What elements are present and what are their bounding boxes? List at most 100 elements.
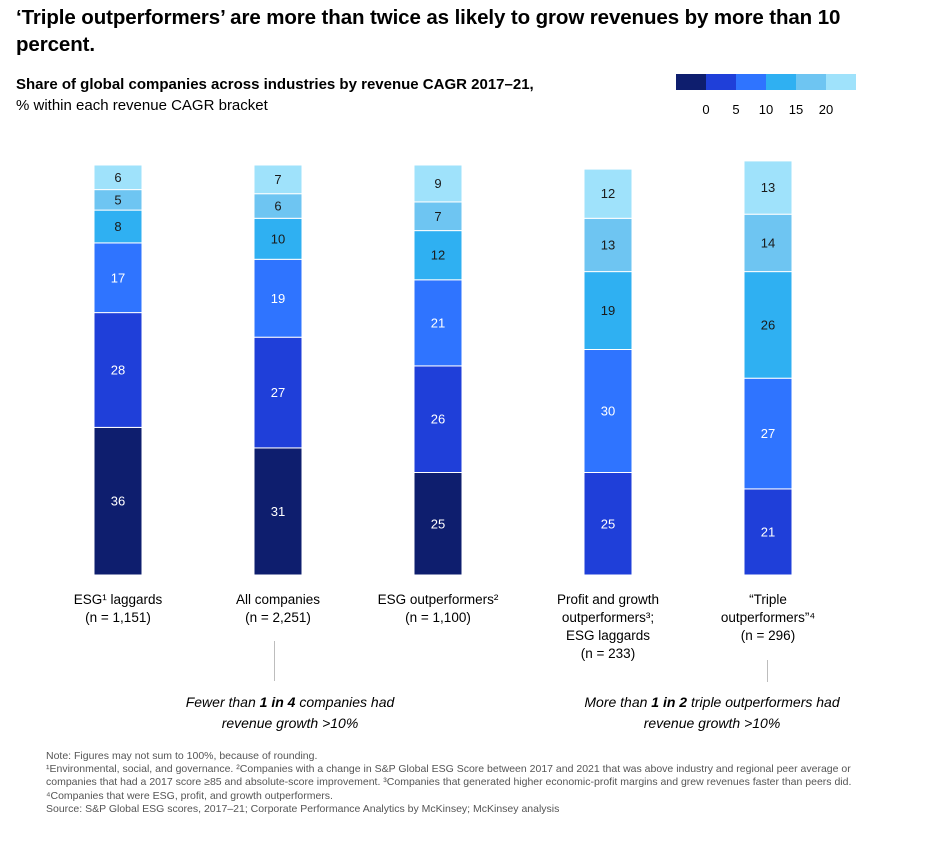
bar-3-segment-4 <box>413 230 463 281</box>
bar-3-segment-6-label: 9 <box>434 176 441 191</box>
category-label-5-line-3: (n = 296) <box>740 628 796 643</box>
legend-tick-20: 20 <box>818 102 834 117</box>
legend-swatch-4 <box>766 74 796 90</box>
bar-3-segment-2-label: 26 <box>431 412 445 427</box>
category-label-2: All companies (n = 2,251) <box>236 591 320 627</box>
bar-2-segment-4-label: 10 <box>271 231 285 246</box>
bar-3-segment-5 <box>413 201 463 232</box>
bar-2-segment-4 <box>253 217 303 260</box>
bar-2-segment-3-label: 19 <box>271 291 285 306</box>
callout-connector-left <box>274 641 275 681</box>
legend-tick-10: 10 <box>758 102 774 117</box>
bar-4-segment-3 <box>583 271 633 351</box>
bar-3-segment-3 <box>413 279 463 367</box>
bar-2-segment-3 <box>253 258 303 338</box>
legend-swatch-2 <box>706 74 736 90</box>
callout-1-bold: 1 in 4 <box>259 694 296 710</box>
bar-3-segment-5-label: 7 <box>434 209 441 224</box>
bar-4: 25 30 19 13 12 <box>583 168 633 576</box>
callout-connector-right <box>767 660 768 682</box>
legend-swatch-1 <box>676 74 706 90</box>
legend-tick-5: 5 <box>732 102 740 117</box>
bar-5-segment-5 <box>743 160 793 215</box>
bar-4-segment-1-label: 25 <box>601 516 615 531</box>
bar-4-segment-2 <box>583 349 633 473</box>
bar-4-segment-2-label: 30 <box>601 404 615 419</box>
bar-2-segment-1-label: 31 <box>271 504 285 519</box>
bar-5-segment-1-label: 21 <box>761 524 775 539</box>
bar-3-segment-2 <box>413 365 463 473</box>
bar-5-segment-2 <box>743 377 793 490</box>
bar-2-segment-2-label: 27 <box>271 385 285 400</box>
bar-4-segment-4 <box>583 217 633 273</box>
callout-1-line2: revenue growth >10% <box>221 715 359 731</box>
callout-1-post: companies had <box>295 694 395 710</box>
category-label-1: ESG¹ laggards (n = 1,151) <box>74 591 163 627</box>
category-label-4-line-1: Profit and growth <box>556 592 660 607</box>
color-legend: 0 5 10 15 20 <box>676 74 856 117</box>
callout-2-line2: revenue growth >10% <box>643 715 781 731</box>
chart-headline: ‘Triple outperformers’ are more than twi… <box>16 6 841 56</box>
bar-2-segment-2 <box>253 336 303 449</box>
category-label-4: Profit and growth outperformers³; ESG lagg… <box>557 591 659 663</box>
bar-4-segment-4-label: 13 <box>601 237 615 252</box>
bar-1-segment-1-label: 36 <box>111 494 125 509</box>
footnotes-text: ¹Environmental, social, and governance. … <box>46 763 852 802</box>
bar-5-segment-2-label: 27 <box>761 426 775 441</box>
category-label-5: “Triple outperformers”⁴ (n = 296) <box>721 591 815 645</box>
callout-all-companies: Fewer than 1 in 4 companies had revenue … <box>186 692 395 734</box>
chart-subtitle-rest: % within each revenue CAGR bracket <box>16 97 268 114</box>
bar-5-segment-3 <box>743 271 793 379</box>
category-label-3-line-2: (n = 1,100) <box>405 610 471 625</box>
bar-5-segment-4 <box>743 213 793 273</box>
bar-4-segment-3-label: 19 <box>601 303 615 318</box>
bar-1-segment-4 <box>93 209 143 244</box>
bar-5-segment-5-label: 13 <box>761 180 775 195</box>
stacked-bar-chart: 3628178563127191067252621127925301913122… <box>93 160 793 576</box>
bar-1-segment-4-label: 8 <box>114 219 121 234</box>
legend-swatch-3 <box>736 74 766 90</box>
category-label-4-line-3: ESG laggards <box>565 628 651 643</box>
bar-3-segment-1-label: 25 <box>431 516 445 531</box>
category-label-3: ESG outperformers² (n = 1,100) <box>378 591 499 627</box>
bar-3-segment-6 <box>413 164 463 203</box>
category-label-4-line-4: (n = 233) <box>580 646 636 661</box>
bar-2-segment-6 <box>253 164 303 195</box>
callout-2-pre: More than <box>584 694 652 710</box>
bar-2-segment-6-label: 7 <box>274 172 281 187</box>
bar-1-segment-2-label: 28 <box>111 363 125 378</box>
category-label-2-line-2: (n = 2,251) <box>245 610 311 625</box>
bar-1-segment-6 <box>93 164 143 191</box>
category-label-3-line-1: ESG outperformers² <box>377 592 499 607</box>
bar-3-segment-4-label: 12 <box>431 248 445 263</box>
bar-5: 21 27 26 14 13 <box>743 160 793 576</box>
bar-4-segment-5 <box>583 168 633 219</box>
chart-notes: Note: Figures may not sum to 100%, becau… <box>46 750 876 816</box>
bar-4-segment-5-label: 12 <box>601 186 615 201</box>
note-text: Note: Figures may not sum to 100%, becau… <box>46 750 318 762</box>
bar-1-segment-6-label: 6 <box>114 170 121 185</box>
callout-triple-outperformers: More than 1 in 2 triple outperformers ha… <box>584 692 839 734</box>
category-label-5-line-1: “Triple <box>749 592 787 607</box>
bar-5-segment-3-label: 26 <box>761 317 775 332</box>
category-label-2-line-1: All companies <box>235 592 321 607</box>
category-label-5-line-2: outperformers”⁴ <box>720 610 816 625</box>
bar-2: 31 27 19 10 6 7 <box>253 164 303 576</box>
category-label-1-line-1: ESG¹ laggards <box>73 592 163 607</box>
bar-1-segment-5-label: 5 <box>114 192 121 207</box>
callout-2-post: triple outperformers had <box>687 694 840 710</box>
bar-3: 25 26 21 12 7 9 <box>413 164 463 576</box>
category-label-4-line-2: outperformers³; <box>561 610 655 625</box>
bar-1-segment-3 <box>93 242 143 314</box>
legend-swatch-6 <box>826 74 856 90</box>
source-text: Source: S&P Global ESG scores, 2017–21; … <box>46 802 560 815</box>
bar-1: 36 28 17 8 5 6 <box>93 164 143 576</box>
chart-subtitle-bold: Share of global companies across industr… <box>16 76 534 93</box>
callout-1-pre: Fewer than <box>185 694 260 710</box>
bar-2-segment-1 <box>253 447 303 576</box>
bar-1-segment-3-label: 17 <box>111 270 125 285</box>
legend-tick-0: 0 <box>702 102 710 117</box>
bar-5-segment-1 <box>743 488 793 576</box>
chart-subtitle: Share of global companies across industr… <box>16 74 536 116</box>
category-label-1-line-2: (n = 1,151) <box>85 610 151 625</box>
